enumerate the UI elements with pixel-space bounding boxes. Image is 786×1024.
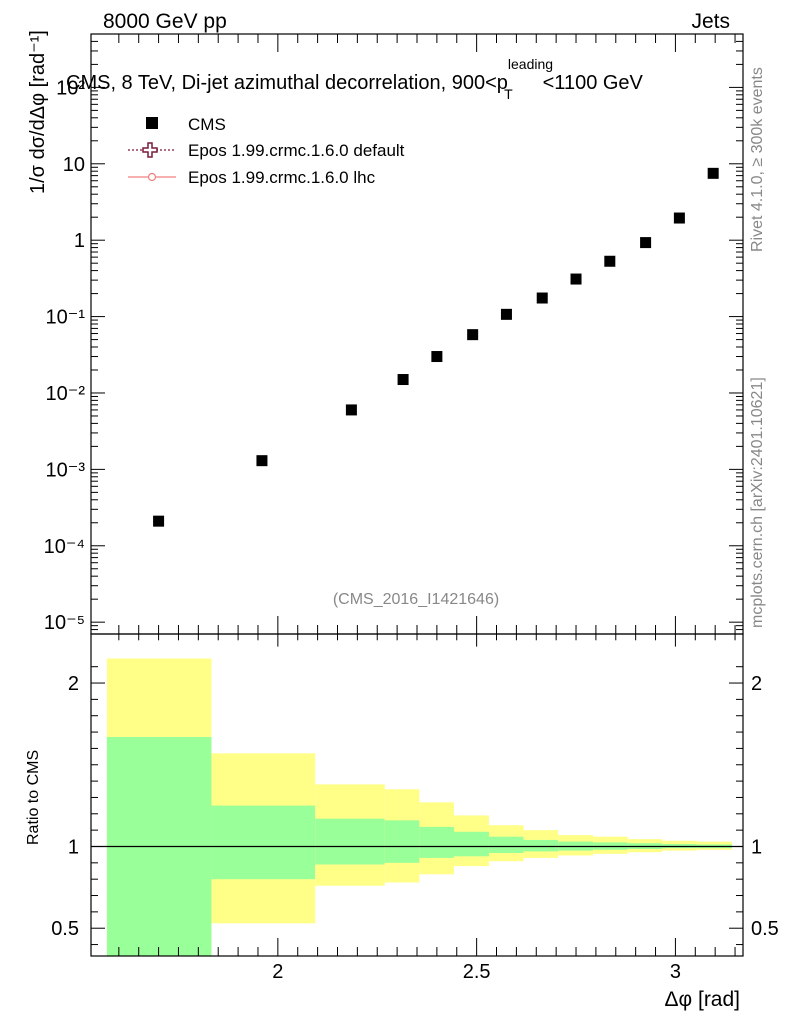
- data-point-cms: [467, 329, 479, 341]
- ratio-band-inner-5: [453, 831, 489, 857]
- data-point-cms: [397, 374, 409, 386]
- ratio-y-tick-label-right: 2: [751, 673, 762, 695]
- legend: CMS Epos 1.99.crmc.1.6.0 default Epos 1.…: [128, 115, 405, 187]
- legend-label-default: Epos 1.99.crmc.1.6.0 default: [188, 141, 405, 160]
- side-rivet-text: Rivet 4.1.0, ≥ 300k events: [749, 67, 766, 252]
- ratio-bands: [106, 658, 732, 956]
- ratio-y-label: Ratio to CMS: [25, 750, 42, 845]
- ratio-y-tick-label-left: 1: [68, 836, 79, 858]
- legend-marker-lhc: [147, 172, 157, 182]
- ratio-band-inner-4: [419, 826, 454, 858]
- title-end: <1100 GeV: [543, 72, 644, 94]
- ratio-band-inner-1: [211, 805, 316, 880]
- header-right: Jets: [691, 10, 730, 33]
- data-point-cms: [536, 292, 548, 304]
- title-sup: leading: [508, 56, 553, 72]
- side-mcplots: mcplots.cern.ch [arXiv:2401.10621]: [749, 377, 766, 628]
- legend-marker-cms: [146, 117, 158, 129]
- x-axis-label: Δφ [rad]: [665, 988, 741, 1011]
- y-axis-label-text: 1/σ dσ/dΔφ [rad⁻¹]: [27, 30, 49, 194]
- data-point-cms: [345, 404, 357, 416]
- y-tick-label: 10⁻²: [46, 383, 86, 405]
- x-tick-label: 2: [272, 961, 283, 983]
- ratio-y-tick-label-right: 0.5: [751, 918, 779, 940]
- data-point-cms: [431, 351, 443, 363]
- x-tick-label: 2.5: [463, 961, 491, 983]
- y-tick-label: 1: [74, 230, 85, 252]
- data-point-cms: [673, 212, 685, 224]
- y-tick-label: 10²: [56, 77, 85, 99]
- ratio-y-tick-label-right: 1: [751, 836, 762, 858]
- legend-label-lhc: Epos 1.99.crmc.1.6.0 lhc: [188, 168, 376, 187]
- x-tick-label: 3: [670, 961, 681, 983]
- side-rivet: Rivet 4.1.0, ≥ 300k events: [749, 67, 766, 252]
- ratio-y-tick-label-left: 0.5: [51, 918, 79, 940]
- header-left: 8000 GeV pp: [103, 10, 227, 33]
- y-tick-label: 10⁻⁵: [44, 612, 85, 634]
- data-point-cms: [707, 167, 719, 179]
- y-tick-label: 10⁻¹: [46, 307, 86, 329]
- plot-title: CMS, 8 TeV, Di-jet azimuthal decorrelati…: [66, 56, 644, 102]
- data-point-cms: [153, 515, 165, 527]
- y-tick-label: 10: [63, 154, 85, 176]
- y-axis-label: 1/σ dσ/dΔφ [rad⁻¹]: [27, 30, 49, 194]
- axis-ticks: 10⁻⁵ 10⁻⁴ 10⁻³ 10⁻² 10⁻¹ 1 10 10² 2 2.5 3 0.5 0.5 1 1 2…: [44, 33, 779, 983]
- ratio-y-tick-label-left: 2: [68, 673, 79, 695]
- data-point-cms: [640, 237, 652, 249]
- ratio-band-inner-3: [384, 820, 420, 863]
- y-tick-label: 10⁻⁴: [44, 536, 85, 558]
- data-point-cms: [500, 308, 512, 320]
- y-tick-label: 10⁻³: [46, 459, 86, 481]
- legend-marker-default: [142, 142, 158, 158]
- ratio-band-inner-6: [488, 836, 524, 854]
- title-sub: T: [504, 86, 513, 102]
- data-points: [153, 167, 719, 527]
- ratio-band-inner-7: [523, 839, 559, 852]
- ratio-y-label-text: Ratio to CMS: [25, 750, 42, 845]
- side-mcplots-text: mcplots.cern.ch [arXiv:2401.10621]: [749, 377, 766, 628]
- ratio-band-inner-2: [315, 818, 385, 865]
- data-point-cms: [256, 455, 268, 467]
- analysis-watermark: (CMS_2016_I1421646): [333, 591, 499, 608]
- title-main: CMS, 8 TeV, Di-jet azimuthal decorrelati…: [66, 72, 508, 94]
- data-point-cms: [570, 273, 582, 285]
- legend-label-cms: CMS: [188, 115, 226, 134]
- data-point-cms: [604, 255, 616, 267]
